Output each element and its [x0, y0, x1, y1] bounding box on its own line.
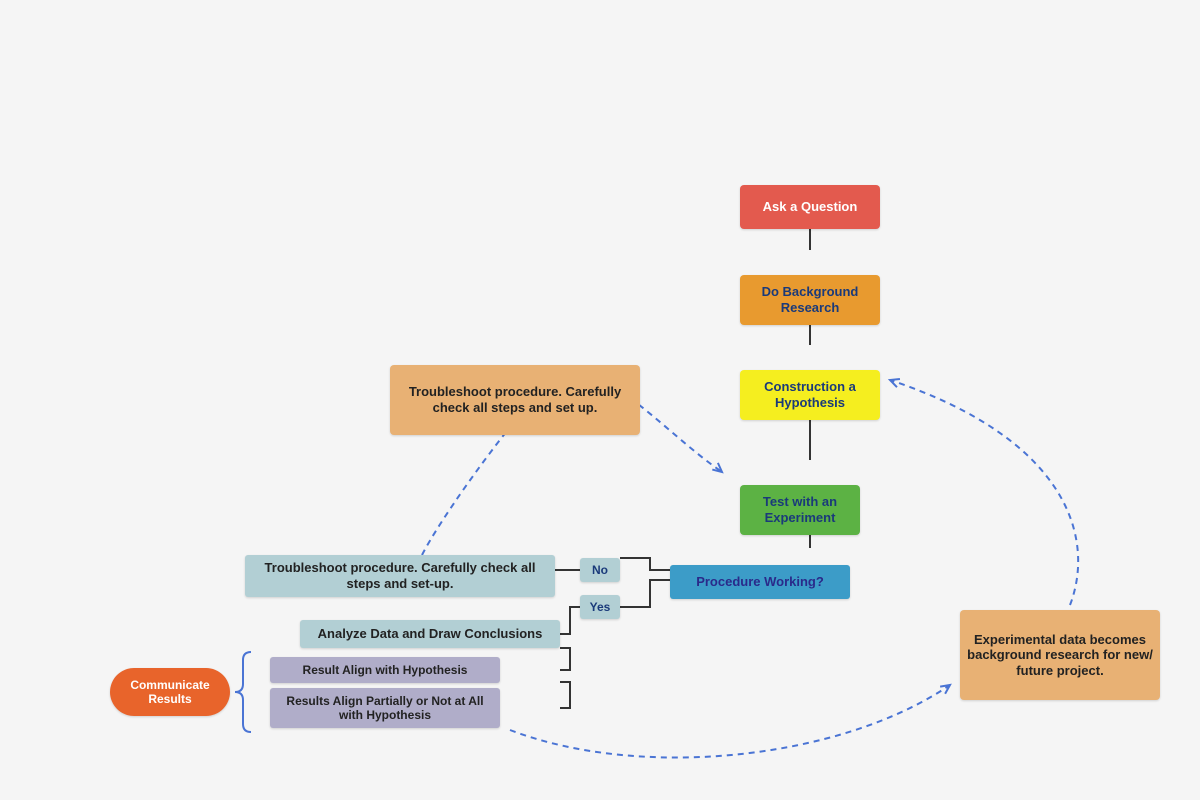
node-analyze: Analyze Data and Draw Conclusions [300, 620, 560, 648]
node-troubleshoot_mid: Troubleshoot procedure. Carefully check … [245, 555, 555, 597]
node-ask-label: Ask a Question [763, 199, 858, 215]
node-bg_research: Do Background Research [740, 275, 880, 325]
dashed-edge [630, 398, 722, 472]
node-test: Test with an Experiment [740, 485, 860, 535]
dashed-edge [510, 685, 950, 758]
node-yes-label: Yes [590, 600, 611, 614]
node-bg_research-label: Do Background Research [746, 284, 874, 315]
node-troubleshoot_top: Troubleshoot procedure. Carefully check … [390, 365, 640, 435]
solid-edge [560, 607, 580, 634]
node-hypothesis: Construction a Hypothesis [740, 370, 880, 420]
solid-edge [560, 682, 570, 708]
node-procedure: Procedure Working? [670, 565, 850, 599]
node-no-label: No [592, 563, 608, 577]
node-partial-label: Results Align Partially or Not at All wi… [276, 694, 494, 723]
node-future: Experimental data becomes background res… [960, 610, 1160, 700]
brace [235, 652, 251, 732]
arrowhead [940, 685, 950, 694]
node-communicate: Communicate Results [110, 668, 230, 716]
solid-edge [620, 580, 670, 607]
solid-edge [620, 558, 670, 570]
node-ask: Ask a Question [740, 185, 880, 229]
node-hypothesis-label: Construction a Hypothesis [746, 379, 874, 410]
node-align: Result Align with Hypothesis [270, 657, 500, 683]
node-troubleshoot_top-label: Troubleshoot procedure. Carefully check … [396, 384, 634, 415]
node-analyze-label: Analyze Data and Draw Conclusions [318, 626, 543, 642]
solid-edge [560, 648, 570, 670]
dashed-edge [890, 380, 1078, 605]
node-partial: Results Align Partially or Not at All wi… [270, 688, 500, 728]
arrowhead [712, 463, 722, 472]
node-yes: Yes [580, 595, 620, 619]
node-no: No [580, 558, 620, 582]
flowchart-canvas: Ask a Question Do Background Research Cons… [20, 20, 1180, 780]
arrowhead [890, 379, 900, 387]
node-align-label: Result Align with Hypothesis [303, 663, 468, 677]
node-communicate-label: Communicate Results [116, 678, 224, 707]
node-future-label: Experimental data becomes background res… [966, 632, 1154, 679]
node-procedure-label: Procedure Working? [696, 574, 824, 590]
node-test-label: Test with an Experiment [746, 494, 854, 525]
node-troubleshoot_mid-label: Troubleshoot procedure. Carefully check … [251, 560, 549, 591]
